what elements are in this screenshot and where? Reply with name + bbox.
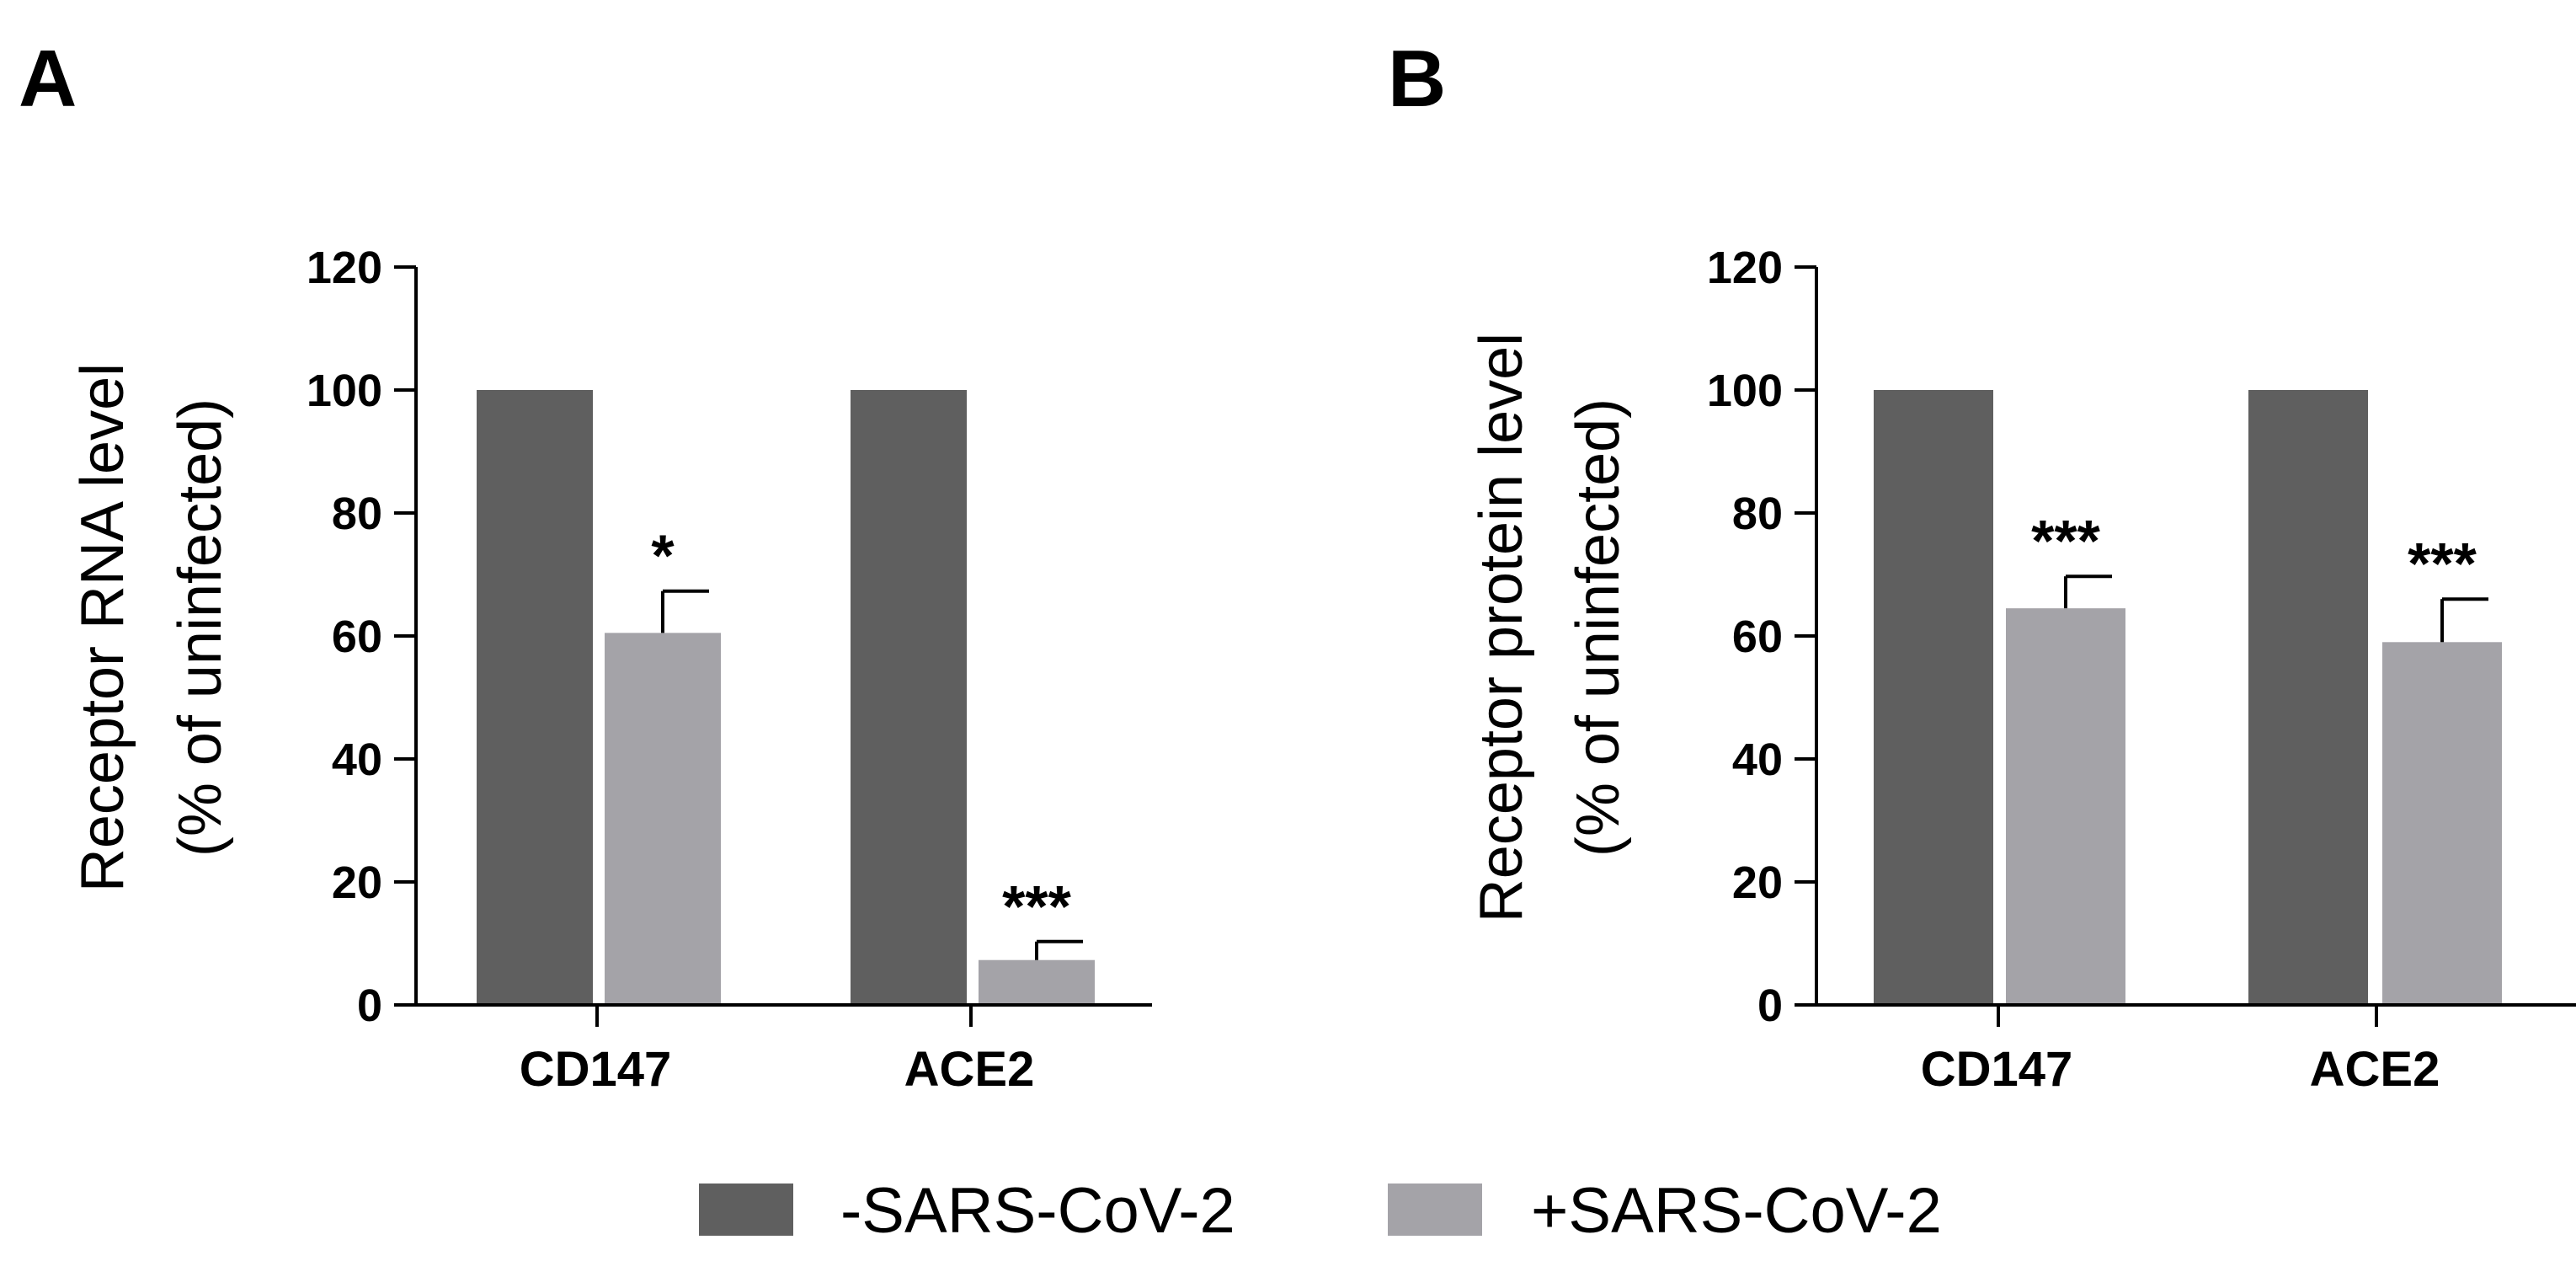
panel-a-bar-ace2-uninfected: [851, 390, 967, 1005]
panel-b-bar-cd147-infected: [2006, 608, 2125, 1005]
panel-a-ytick-label-20: 20: [332, 858, 382, 908]
panel-b-ylabel-line1: Receptor protein level: [1468, 333, 1535, 922]
panel-b-significance-ace2: ***: [2408, 531, 2477, 596]
panel-a-significance-ace2: ***: [1002, 874, 1071, 939]
panel-a-ytick-label-80: 80: [332, 489, 382, 539]
panel-b-bar-ace2-uninfected: [2248, 390, 2368, 1005]
panel-b-xtick-label-ace2: ACE2: [2310, 1042, 2440, 1097]
panel-a-ytick-label-100: 100: [307, 366, 382, 416]
legend-label-uninfected: -SARS-CoV-2: [840, 1175, 1235, 1247]
panel-a-bar-ace2-infected: [979, 959, 1095, 1005]
panel-b-ytick-label-60: 60: [1732, 612, 1783, 662]
panel-a-significance-cd147: *: [651, 523, 675, 589]
panel-a-ytick-label-60: 60: [332, 612, 382, 662]
legend-label-infected: +SARS-CoV-2: [1531, 1175, 1942, 1247]
panel-a-xtick-label-cd147: CD147: [520, 1042, 672, 1097]
panel-b-ytick-label-100: 100: [1707, 366, 1783, 416]
panel-b-chart: *** *** 0 20 40 60 80 100 120 CD147 ACE2 Receptor p…: [1468, 243, 2576, 1097]
panel-letter-a: A: [19, 34, 77, 124]
panel-a-ylabel-line1: Receptor RNA level: [69, 363, 136, 892]
legend: -SARS-CoV-2 +SARS-CoV-2: [699, 1175, 1942, 1247]
panel-a-xtick-label-ace2: ACE2: [904, 1042, 1035, 1097]
panel-b-ytick-label-120: 120: [1707, 243, 1783, 293]
panel-b-xtick-label-cd147: CD147: [1921, 1042, 2073, 1097]
panel-b-bar-cd147-uninfected: [1874, 390, 1993, 1005]
panel-letter-b: B: [1388, 34, 1446, 124]
panel-b-ytick-label-80: 80: [1732, 489, 1783, 539]
legend-swatch-infected: [1388, 1184, 1482, 1236]
panel-a-bar-cd147-uninfected: [477, 390, 593, 1005]
panel-b-ylabel-line2: (% of uninfected): [1565, 398, 1632, 857]
panel-b-ytick-label-40: 40: [1732, 735, 1783, 785]
panel-a-ytick-label-0: 0: [357, 980, 382, 1031]
panel-b-significance-cd147: ***: [2031, 508, 2100, 574]
panel-a-bar-cd147-infected: [605, 633, 721, 1005]
panel-b-ytick-label-0: 0: [1757, 980, 1783, 1031]
panel-b-bar-ace2-infected: [2382, 642, 2502, 1005]
legend-swatch-uninfected: [699, 1184, 793, 1236]
panel-b-ytick-label-20: 20: [1732, 858, 1783, 908]
panel-a-ytick-label-120: 120: [307, 243, 382, 293]
panel-a-ylabel-line2: (% of uninfected): [167, 398, 234, 857]
panel-a-ytick-label-40: 40: [332, 735, 382, 785]
